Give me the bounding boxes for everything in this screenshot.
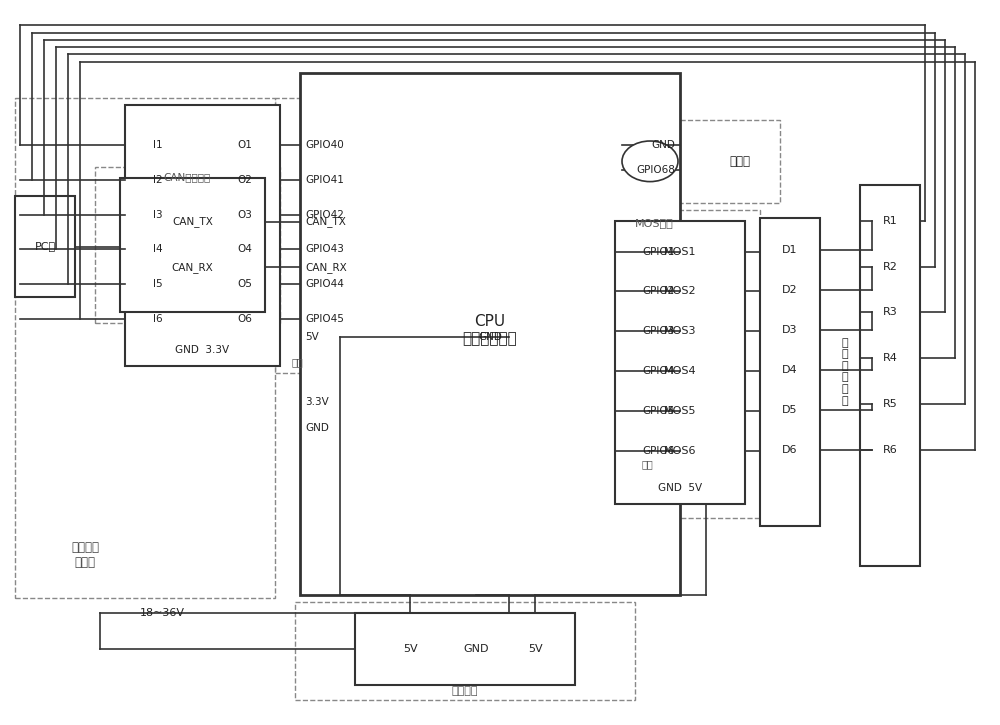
- Text: R3: R3: [883, 307, 897, 318]
- Text: GPIO4: GPIO4: [643, 366, 675, 376]
- Text: GPIO40: GPIO40: [305, 140, 344, 150]
- Text: GPIO44: GPIO44: [305, 279, 344, 289]
- FancyBboxPatch shape: [125, 105, 280, 366]
- FancyBboxPatch shape: [585, 210, 760, 518]
- Text: GPIO68: GPIO68: [636, 165, 675, 175]
- Text: 输出: 输出: [642, 459, 653, 469]
- Text: 18~36V: 18~36V: [140, 608, 185, 618]
- Text: R5: R5: [883, 399, 897, 409]
- Circle shape: [622, 141, 678, 181]
- Text: MOS6: MOS6: [664, 446, 696, 456]
- Text: O6: O6: [237, 314, 252, 324]
- Text: GPIO43: GPIO43: [305, 244, 344, 254]
- Text: 输入: 输入: [292, 357, 303, 368]
- FancyBboxPatch shape: [275, 98, 320, 373]
- Text: GND: GND: [478, 332, 502, 342]
- Text: 5V: 5V: [305, 332, 319, 342]
- Text: GPIO6: GPIO6: [643, 446, 675, 456]
- FancyBboxPatch shape: [860, 185, 920, 566]
- Text: GPIO3: GPIO3: [643, 326, 675, 336]
- Text: GND: GND: [651, 140, 675, 150]
- Text: CAN_TX: CAN_TX: [172, 217, 213, 228]
- Text: GPIO41: GPIO41: [305, 175, 344, 185]
- Text: R1: R1: [883, 216, 897, 226]
- Text: CAN通信电路: CAN通信电路: [164, 173, 211, 183]
- Text: O2: O2: [237, 175, 252, 185]
- Text: 稳压电路: 稳压电路: [452, 686, 478, 696]
- Text: I3: I3: [153, 210, 163, 220]
- Text: D4: D4: [782, 365, 798, 375]
- Text: D6: D6: [782, 444, 798, 455]
- Text: 电
底
火
发
射
组: 电 底 火 发 射 组: [842, 338, 848, 405]
- Text: 指示灯: 指示灯: [729, 155, 750, 167]
- FancyBboxPatch shape: [355, 613, 575, 685]
- Text: R2: R2: [883, 262, 897, 272]
- FancyBboxPatch shape: [300, 72, 680, 594]
- Text: I6: I6: [153, 314, 163, 324]
- FancyBboxPatch shape: [15, 196, 75, 297]
- Text: I2: I2: [153, 175, 163, 185]
- FancyBboxPatch shape: [120, 178, 265, 312]
- Text: I5: I5: [153, 279, 163, 289]
- Text: D2: D2: [782, 285, 798, 295]
- Text: O4: O4: [237, 244, 252, 254]
- Text: GPIO45: GPIO45: [305, 314, 344, 324]
- Text: MOS管组: MOS管组: [635, 218, 674, 228]
- Text: GPIO2: GPIO2: [643, 286, 675, 297]
- Text: PC端: PC端: [34, 241, 56, 252]
- Text: GND  5V: GND 5V: [658, 483, 702, 493]
- Text: MOS1: MOS1: [664, 247, 696, 257]
- Text: CAN_RX: CAN_RX: [305, 262, 347, 273]
- Text: 3.3V: 3.3V: [305, 397, 329, 407]
- Text: CAN_TX: CAN_TX: [305, 217, 346, 228]
- Text: GPIO42: GPIO42: [305, 210, 344, 220]
- FancyBboxPatch shape: [295, 602, 635, 700]
- FancyBboxPatch shape: [15, 98, 275, 598]
- Text: D1: D1: [782, 245, 798, 255]
- Text: R4: R4: [883, 353, 897, 363]
- Text: D5: D5: [782, 405, 798, 415]
- Text: O3: O3: [237, 210, 252, 220]
- Text: GPIO5: GPIO5: [643, 406, 675, 416]
- Text: GND  3.3V: GND 3.3V: [175, 345, 230, 355]
- Text: GND: GND: [305, 423, 329, 433]
- Text: 5V: 5V: [528, 644, 543, 654]
- Text: GPIO1: GPIO1: [643, 247, 675, 257]
- Text: MOS2: MOS2: [664, 286, 696, 297]
- FancyBboxPatch shape: [760, 218, 820, 526]
- Text: 电底火检
测电路: 电底火检 测电路: [71, 541, 99, 568]
- Text: CPU
（最小系统）: CPU （最小系统）: [463, 314, 517, 346]
- Text: I1: I1: [153, 140, 163, 150]
- Text: R6: R6: [883, 444, 897, 455]
- FancyBboxPatch shape: [95, 167, 280, 323]
- Text: O5: O5: [237, 279, 252, 289]
- Text: D3: D3: [782, 325, 798, 335]
- Text: O1: O1: [237, 140, 252, 150]
- Text: MOS3: MOS3: [664, 326, 696, 336]
- Text: I4: I4: [153, 244, 163, 254]
- FancyBboxPatch shape: [575, 120, 780, 203]
- FancyBboxPatch shape: [615, 221, 745, 504]
- Text: GND: GND: [463, 644, 489, 654]
- Text: CAN_RX: CAN_RX: [172, 262, 213, 273]
- Text: MOS5: MOS5: [664, 406, 696, 416]
- Text: MOS4: MOS4: [664, 366, 696, 376]
- Text: 5V: 5V: [403, 644, 417, 654]
